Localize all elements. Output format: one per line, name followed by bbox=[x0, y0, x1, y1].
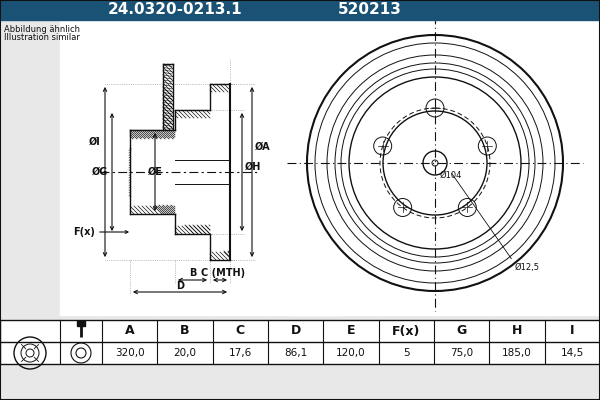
Text: 24.0320-0213.1: 24.0320-0213.1 bbox=[107, 2, 242, 18]
Text: B: B bbox=[189, 268, 196, 278]
Text: B: B bbox=[180, 324, 190, 338]
Text: A: A bbox=[125, 324, 134, 338]
Text: 120,0: 120,0 bbox=[336, 348, 366, 358]
Text: 320,0: 320,0 bbox=[115, 348, 145, 358]
Text: D: D bbox=[290, 324, 301, 338]
Text: 520213: 520213 bbox=[338, 2, 402, 18]
Text: ØE: ØE bbox=[148, 167, 163, 177]
Text: 17,6: 17,6 bbox=[229, 348, 252, 358]
Bar bbox=[0, 320, 600, 364]
Text: ØA: ØA bbox=[255, 142, 271, 152]
Text: 185,0: 185,0 bbox=[502, 348, 532, 358]
Text: ØG: ØG bbox=[92, 167, 108, 177]
Text: ØI: ØI bbox=[89, 137, 101, 147]
Bar bbox=[77, 321, 85, 326]
Text: Illustration similar: Illustration similar bbox=[4, 33, 80, 42]
Text: Ø12,5: Ø12,5 bbox=[515, 263, 540, 272]
Text: 14,5: 14,5 bbox=[561, 348, 584, 358]
Text: F(x): F(x) bbox=[73, 227, 95, 237]
Text: ØH: ØH bbox=[245, 162, 262, 172]
Text: F(x): F(x) bbox=[392, 324, 421, 338]
Text: C: C bbox=[236, 324, 245, 338]
Bar bbox=[290, 20, 600, 315]
Text: Ø104: Ø104 bbox=[440, 171, 463, 180]
Text: D: D bbox=[176, 281, 184, 291]
Bar bbox=[0, 0, 600, 20]
Text: E: E bbox=[347, 324, 355, 338]
Bar bbox=[60, 20, 340, 315]
Text: I: I bbox=[570, 324, 575, 338]
Text: Abbildung ähnlich: Abbildung ähnlich bbox=[4, 25, 80, 34]
Text: H: H bbox=[512, 324, 522, 338]
Text: 75,0: 75,0 bbox=[450, 348, 473, 358]
Text: G: G bbox=[457, 324, 467, 338]
Text: 86,1: 86,1 bbox=[284, 348, 307, 358]
Text: 5: 5 bbox=[403, 348, 410, 358]
Text: 20,0: 20,0 bbox=[173, 348, 197, 358]
Text: C (MTH): C (MTH) bbox=[201, 268, 245, 278]
